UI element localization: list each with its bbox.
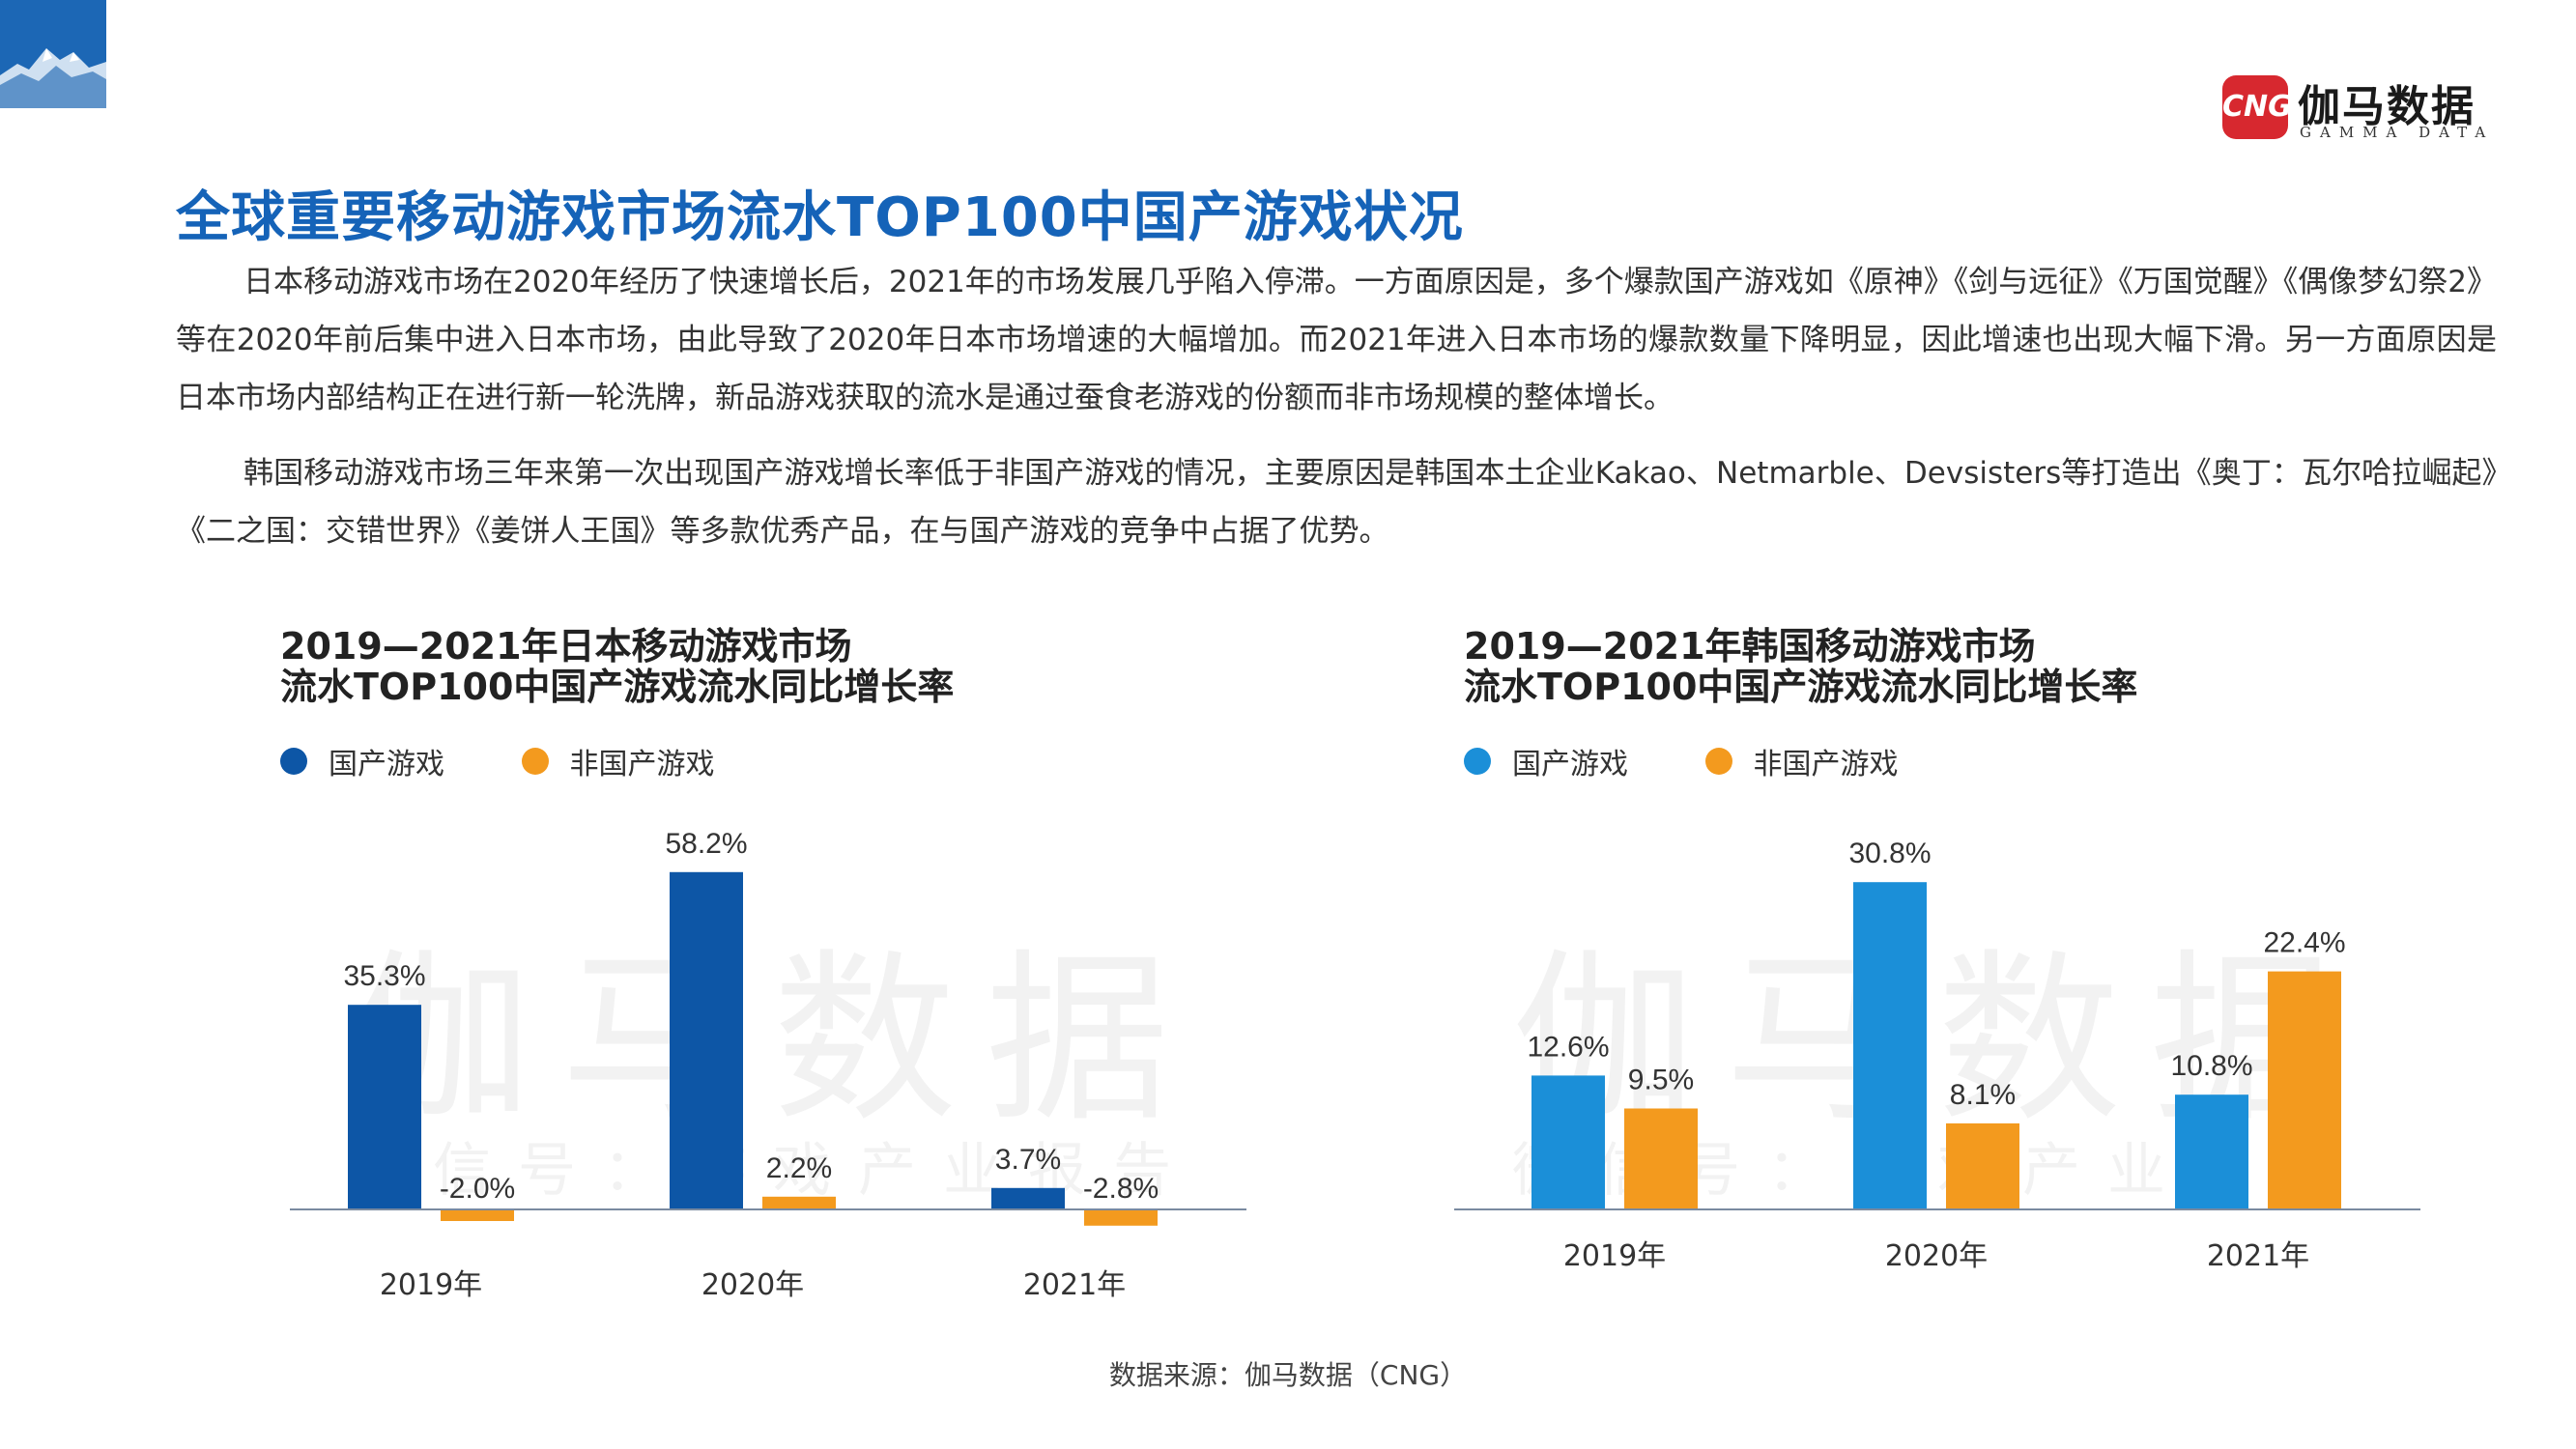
data-label: 10.8% xyxy=(2170,1050,2252,1082)
bar-foreign-2 xyxy=(1084,1209,1158,1226)
data-label: 3.7% xyxy=(995,1144,1061,1176)
legend-item-domestic: 国产游戏 xyxy=(280,740,444,782)
legend-dot-foreign xyxy=(1704,748,1732,775)
chart-japan-legend: 国产游戏 非国产游戏 xyxy=(280,740,783,782)
logo-subtitle: GAMMA DATA xyxy=(2300,124,2495,141)
data-label: 9.5% xyxy=(1628,1065,1694,1096)
logo-badge: CNG xyxy=(2222,75,2292,139)
category-label: 2021年 xyxy=(1023,1268,1126,1302)
category-label: 2019年 xyxy=(380,1268,482,1302)
data-label: -2.8% xyxy=(1083,1173,1159,1205)
chart-japan-title-line2: 流水TOP100中国产游戏流水同比增长率 xyxy=(280,666,955,708)
legend-item-foreign: 非国产游戏 xyxy=(521,740,715,782)
chart-korea-legend: 国产游戏 非国产游戏 xyxy=(1464,740,1966,782)
data-label: -2.0% xyxy=(440,1173,515,1205)
bar-domestic-2 xyxy=(991,1187,1065,1209)
corner-mountain-graphic xyxy=(0,0,106,108)
bar-foreign-2 xyxy=(2268,971,2341,1209)
data-label: 2.2% xyxy=(766,1152,832,1184)
bar-foreign-1 xyxy=(762,1196,836,1209)
legend-label-domestic: 国产游戏 xyxy=(1512,748,1628,781)
category-label: 2020年 xyxy=(701,1268,804,1302)
data-label: 8.1% xyxy=(1950,1079,2016,1111)
paragraph-korea: 韩国移动游戏市场三年来第一次出现国产游戏增长率低于非国产游戏的情况，主要原因是韩… xyxy=(176,456,2497,549)
legend-dot-foreign xyxy=(521,748,549,775)
legend-label-foreign: 非国产游戏 xyxy=(569,748,715,781)
legend-dot-domestic xyxy=(1464,748,1491,775)
paragraph-japan: 日本移动游戏市场在2020年经历了快速增长后，2021年的市场发展几乎陷入停滞。… xyxy=(176,265,2498,415)
data-label: 35.3% xyxy=(343,960,425,992)
bar-domestic-0 xyxy=(348,1005,421,1209)
bar-domestic-2 xyxy=(2175,1094,2248,1209)
page-title: 全球重要移动游戏市场流水TOP100中国产游戏状况 xyxy=(176,186,1464,249)
legend-item-domestic: 国产游戏 xyxy=(1464,740,1628,782)
category-label: 2020年 xyxy=(1885,1239,1988,1273)
watermark-text: 伽马数据 xyxy=(348,933,1198,1147)
legend-label-domestic: 国产游戏 xyxy=(329,748,444,781)
bar-foreign-0 xyxy=(441,1209,514,1221)
legend-item-foreign: 非国产游戏 xyxy=(1704,740,1899,782)
chart-japan-title: 2019—2021年日本移动游戏市场 流水TOP100中国产游戏流水同比增长率 xyxy=(280,626,954,707)
data-label: 22.4% xyxy=(2263,927,2345,959)
bar-foreign-1 xyxy=(1946,1122,2019,1209)
legend-label-foreign: 非国产游戏 xyxy=(1753,748,1899,781)
data-label: 12.6% xyxy=(1527,1031,1609,1063)
chart-korea: 伽马数据微信号：游戏产业报告12.6%9.5%2019年30.8%8.1%202… xyxy=(1454,838,2420,1273)
category-label: 2021年 xyxy=(2207,1239,2309,1273)
logo-name: 伽马数据 xyxy=(2298,82,2476,131)
chart-korea-title-line2: 流水TOP100中国产游戏流水同比增长率 xyxy=(1464,666,2138,708)
legend-dot-domestic xyxy=(280,748,307,775)
chart-korea-title: 2019—2021年韩国移动游戏市场 流水TOP100中国产游戏流水同比增长率 xyxy=(1464,626,2137,707)
bar-domestic-1 xyxy=(1853,882,1927,1209)
category-label: 2019年 xyxy=(1563,1239,1666,1273)
data-label: 58.2% xyxy=(665,828,747,860)
chart-korea-title-line1: 2019—2021年韩国移动游戏市场 xyxy=(1464,625,2036,668)
chart-japan-title-line1: 2019—2021年日本移动游戏市场 xyxy=(280,625,852,668)
bar-foreign-0 xyxy=(1624,1108,1698,1209)
brand-logo: CNG 伽马数据 GAMMA DATA xyxy=(2222,75,2493,143)
bar-domestic-1 xyxy=(670,871,743,1209)
bar-domestic-0 xyxy=(1531,1075,1605,1209)
chart-japan: 伽马数据微信号：游戏产业报告35.3%-2.0%2019年58.2%2.2%20… xyxy=(290,828,1246,1302)
data-label: 30.8% xyxy=(1848,838,1931,869)
data-source-note: 数据来源：伽马数据（CNG） xyxy=(1108,1359,1468,1391)
